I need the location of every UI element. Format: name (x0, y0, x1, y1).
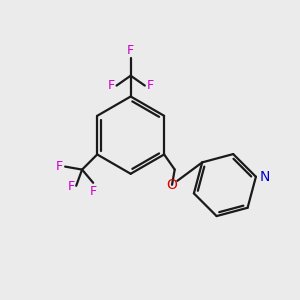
Text: F: F (56, 160, 63, 172)
Text: F: F (67, 180, 74, 193)
Text: F: F (127, 44, 134, 57)
Text: N: N (260, 170, 270, 184)
Text: F: F (147, 79, 154, 92)
Text: F: F (108, 79, 115, 92)
Text: F: F (90, 185, 97, 198)
Text: O: O (167, 178, 178, 192)
